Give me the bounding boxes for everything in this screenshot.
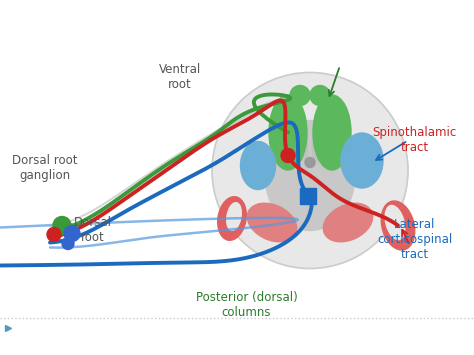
Ellipse shape xyxy=(265,120,355,230)
Circle shape xyxy=(212,72,408,268)
Ellipse shape xyxy=(310,86,330,105)
Ellipse shape xyxy=(285,160,335,220)
Ellipse shape xyxy=(323,203,373,242)
Ellipse shape xyxy=(385,206,405,240)
Ellipse shape xyxy=(312,110,336,167)
Text: Dorsal
root: Dorsal root xyxy=(73,216,111,244)
Ellipse shape xyxy=(247,203,297,242)
Ellipse shape xyxy=(313,95,351,170)
Ellipse shape xyxy=(290,86,310,105)
Circle shape xyxy=(47,228,61,241)
Ellipse shape xyxy=(341,133,383,188)
Text: Lateral
corticospinal
tract: Lateral corticospinal tract xyxy=(377,218,452,261)
Bar xyxy=(300,189,316,204)
Text: Spinothalamic
tract: Spinothalamic tract xyxy=(373,126,457,154)
Circle shape xyxy=(62,237,74,250)
Text: Dorsal root
ganglion: Dorsal root ganglion xyxy=(12,154,78,182)
Ellipse shape xyxy=(284,110,308,167)
Circle shape xyxy=(53,217,71,235)
Text: Posterior (dorsal)
columns: Posterior (dorsal) columns xyxy=(196,291,297,318)
Circle shape xyxy=(64,225,80,241)
Ellipse shape xyxy=(269,95,307,170)
Text: Ventral
root: Ventral root xyxy=(159,63,201,91)
Circle shape xyxy=(281,148,295,163)
Ellipse shape xyxy=(381,201,415,250)
Ellipse shape xyxy=(218,197,246,240)
Ellipse shape xyxy=(227,203,241,230)
Ellipse shape xyxy=(240,142,275,190)
Circle shape xyxy=(305,158,315,168)
